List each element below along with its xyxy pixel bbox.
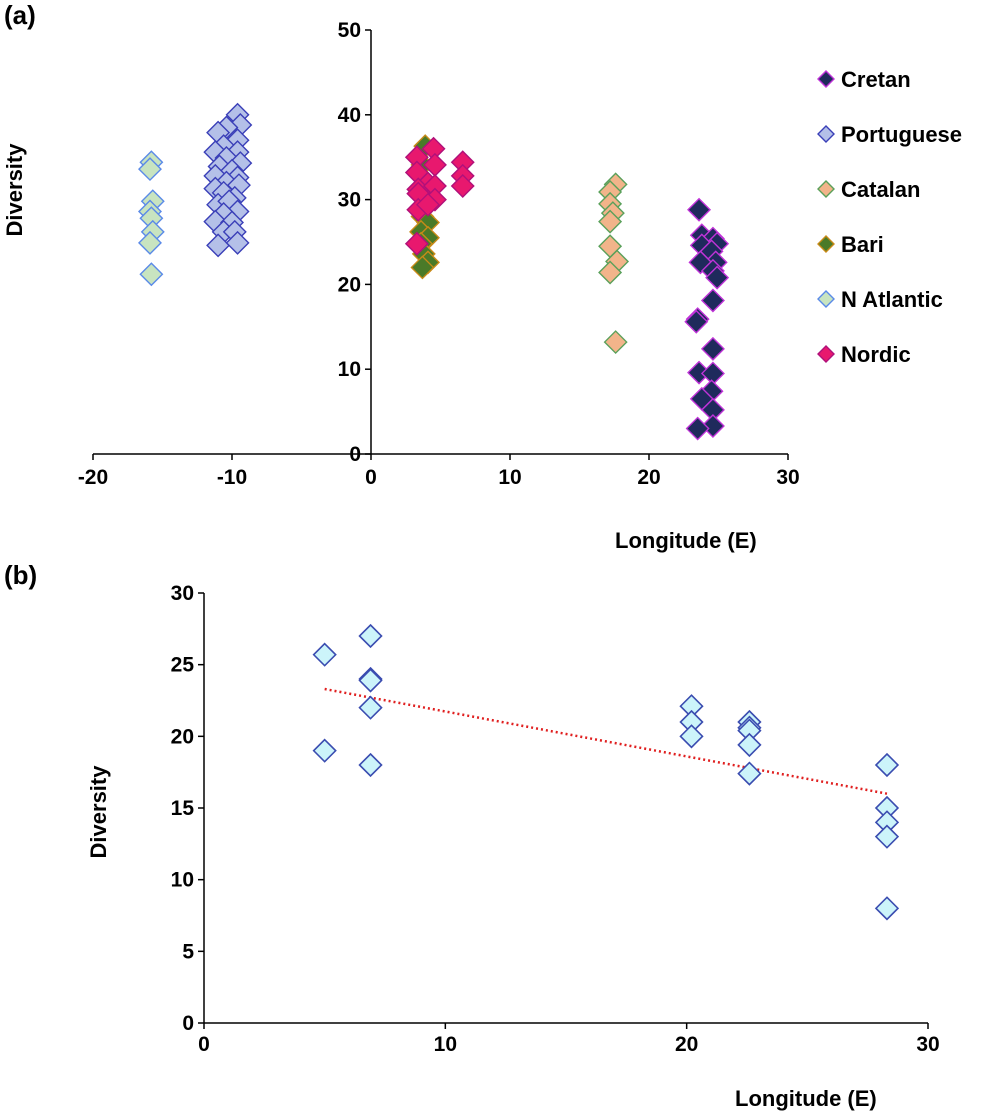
legend-item: N Atlantic — [817, 287, 943, 312]
legend-marker — [817, 180, 835, 198]
data-point — [598, 260, 623, 285]
y-tick-label: 0 — [182, 1012, 194, 1035]
panel-b-axes: 0 10 20 30 0 5 10 15 20 25 30 — [171, 582, 940, 1056]
x-tick-label: -20 — [78, 466, 108, 489]
panel-a: (a) -20 -10 0 10 20 30 0 10 20 30 40 50 Cretan Portu… — [2, 0, 962, 553]
x-tick-label: 10 — [434, 1033, 457, 1056]
x-tick-label: 20 — [637, 466, 660, 489]
y-tick-label: 10 — [338, 358, 361, 381]
y-tick-label: 15 — [171, 797, 195, 820]
legend-marker — [817, 345, 835, 363]
legend-label: Catalan — [841, 177, 920, 202]
panel-a-legend: Cretan Portuguese Catalan Bari N Atlantic Nor… — [817, 67, 962, 367]
panel-b-label: (b) — [4, 560, 37, 590]
legend-item: Cretan — [817, 67, 911, 92]
panel-a-label: (a) — [4, 0, 36, 30]
y-tick-label: 0 — [349, 443, 361, 466]
data-point — [138, 230, 162, 255]
y-tick-label: 20 — [338, 273, 361, 296]
y-tick-label: 30 — [171, 582, 194, 605]
data-point — [705, 265, 730, 290]
y-tick-label: 25 — [171, 654, 195, 677]
legend-item: Portuguese — [817, 122, 962, 147]
panel-b-y-axis-title: Diversity — [86, 765, 111, 859]
data-point — [358, 623, 383, 649]
data-point — [603, 330, 628, 355]
data-point — [874, 752, 900, 778]
data-point — [684, 309, 709, 334]
data-point — [685, 416, 710, 441]
series-0 — [312, 623, 900, 921]
series-n-atlantic — [138, 150, 165, 287]
data-point — [358, 668, 383, 693]
y-tick-label: 5 — [182, 940, 194, 963]
panel-b-points — [312, 623, 900, 921]
y-tick-label: 30 — [338, 189, 361, 212]
legend-item: Nordic — [817, 342, 911, 367]
x-tick-label: 10 — [498, 466, 521, 489]
legend-item: Bari — [817, 232, 884, 257]
series-catalan — [598, 172, 630, 355]
data-point — [206, 233, 231, 258]
legend-marker — [817, 235, 835, 253]
panel-b-x-axis-title: Longitude (E) — [735, 1086, 877, 1111]
data-point — [358, 752, 383, 778]
x-tick-label: 0 — [198, 1033, 210, 1056]
data-point — [700, 336, 725, 361]
data-point — [139, 262, 164, 287]
x-tick-label: 30 — [776, 466, 799, 489]
legend-label: Cretan — [841, 67, 911, 92]
data-point — [679, 724, 704, 749]
x-tick-label: 0 — [365, 466, 377, 489]
data-point — [700, 288, 725, 313]
y-tick-label: 10 — [171, 869, 194, 892]
panel-b: (b) 0 10 20 30 0 5 10 15 20 25 30 Longitude (E) Di… — [4, 560, 940, 1111]
data-point — [312, 642, 337, 667]
y-tick-label: 20 — [171, 725, 194, 748]
data-point — [737, 761, 762, 786]
y-tick-label: 40 — [338, 104, 361, 127]
data-point — [358, 695, 383, 720]
legend-label: Nordic — [841, 342, 911, 367]
data-point — [225, 230, 250, 255]
legend-item: Catalan — [817, 177, 920, 202]
legend-marker — [817, 125, 835, 143]
x-tick-label: 30 — [916, 1033, 939, 1056]
legend-marker — [817, 290, 835, 308]
panel-a-x-axis-title: Longitude (E) — [615, 528, 757, 553]
data-point — [404, 231, 429, 256]
panel-a-y-axis-title: Diversity — [2, 143, 27, 237]
data-point — [874, 824, 900, 849]
data-point — [874, 896, 900, 921]
series-nordic — [404, 136, 475, 256]
panel-a-axes: -20 -10 0 10 20 30 0 10 20 30 40 50 — [78, 19, 800, 489]
data-point — [598, 209, 623, 234]
data-point — [416, 192, 440, 217]
data-point — [138, 157, 162, 182]
data-point — [450, 174, 475, 199]
data-point — [410, 255, 435, 280]
series-portuguese — [203, 102, 253, 258]
legend-marker — [817, 70, 835, 88]
series-cretan — [684, 197, 730, 441]
legend-label: Portuguese — [841, 122, 962, 147]
panel-a-points — [138, 102, 730, 441]
data-point — [700, 414, 725, 439]
panel-b-trendline — [324, 687, 888, 795]
x-tick-label: 20 — [675, 1033, 698, 1056]
data-point — [737, 732, 762, 758]
legend-label: Bari — [841, 232, 884, 257]
y-tick-label: 50 — [338, 19, 361, 42]
legend-label: N Atlantic — [841, 287, 943, 312]
x-tick-label: -10 — [217, 466, 247, 489]
data-point — [687, 197, 712, 222]
data-point — [312, 738, 337, 763]
